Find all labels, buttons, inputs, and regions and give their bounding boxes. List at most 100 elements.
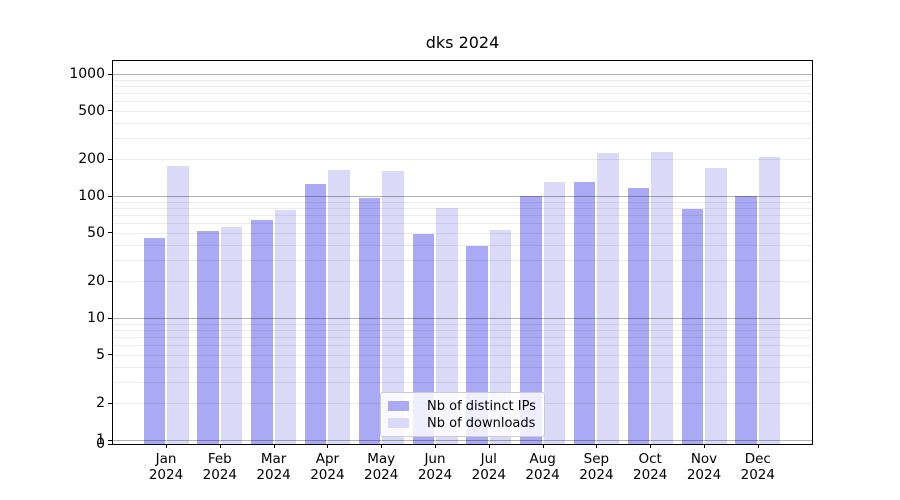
- legend-label-distinct-ips: Nb of distinct IPs: [427, 398, 536, 414]
- x-tick-label: Jun 2024: [417, 451, 453, 483]
- bar-downloads-jul: [489, 229, 512, 444]
- bar-ips-mar: [251, 219, 273, 444]
- gridline-major: [113, 196, 812, 197]
- x-tick-mark: [757, 444, 759, 448]
- gridline-minor: [113, 366, 812, 368]
- y-tick-mark: [108, 443, 112, 445]
- gridline-minor: [113, 79, 812, 81]
- x-tick-label: Oct 2024: [633, 451, 668, 483]
- x-tick-mark: [542, 444, 544, 448]
- bar-ips-aug: [520, 196, 542, 444]
- gridline-minor: [113, 122, 812, 124]
- gridline-minor: [113, 201, 812, 203]
- y-tick-mark: [108, 280, 112, 282]
- x-tick-label: Dec 2024: [740, 451, 775, 483]
- x-tick-label: Sep 2024: [579, 451, 614, 483]
- gridline-minor: [113, 137, 812, 139]
- y-tick-label: 20: [87, 273, 105, 290]
- x-tick-label: Aug 2024: [525, 451, 560, 483]
- bar-ips-may: [358, 198, 381, 444]
- x-tick-mark: [435, 444, 436, 448]
- gridline-minor: [113, 336, 812, 338]
- bar-downloads-dec: [758, 156, 781, 444]
- y-tick-mark: [108, 439, 112, 441]
- gridline-minor: [113, 92, 812, 94]
- bar-ips-oct: [627, 187, 650, 444]
- y-tick-mark: [108, 317, 112, 319]
- y-tick-label: 10: [87, 310, 105, 326]
- bar-downloads-jun: [436, 207, 458, 444]
- x-tick-label: Mar 2024: [256, 451, 291, 483]
- gridline-minor: [113, 214, 812, 216]
- x-tick-label: Jan 2024: [148, 451, 184, 483]
- bar-ips-feb: [197, 230, 219, 444]
- gridline-minor: [113, 381, 812, 383]
- bar-downloads-mar: [274, 209, 297, 444]
- gridline-major: [113, 440, 812, 441]
- x-tick-mark: [381, 444, 383, 448]
- bar-downloads-nov: [705, 167, 727, 444]
- bar-ips-nov: [681, 209, 703, 444]
- bar-downloads-feb: [220, 226, 243, 444]
- legend-label-downloads: Nb of downloads: [427, 415, 536, 431]
- y-tick-mark: [108, 110, 112, 112]
- gridline-minor: [113, 281, 812, 283]
- gridline-minor: [113, 329, 812, 331]
- legend-item-downloads: Nb of downloads: [388, 415, 544, 431]
- bar-downloads-apr: [328, 170, 350, 444]
- legend-swatch-distinct-ips-icon: [388, 401, 409, 411]
- y-tick-mark: [108, 158, 112, 160]
- grid-layer: [113, 61, 812, 444]
- gridline-minor: [113, 345, 812, 347]
- y-tick-mark: [108, 195, 112, 197]
- y-tick-label: 0: [96, 436, 105, 452]
- y-tick-mark: [108, 354, 112, 356]
- x-tick-mark: [219, 444, 221, 448]
- bar-ips-jun: [412, 233, 434, 444]
- gridline-minor: [113, 232, 812, 234]
- legend-item-distinct-ips: Nb of distinct IPs: [388, 398, 544, 414]
- bar-ips-jan: [143, 238, 165, 444]
- bar-ips-apr: [304, 183, 327, 444]
- bar-downloads-jan: [167, 166, 189, 444]
- x-tick-mark: [166, 444, 167, 448]
- y-tick-label: 200: [78, 151, 105, 168]
- x-tick-label: Feb 2024: [202, 451, 237, 483]
- plot-area: [112, 60, 813, 445]
- bar-ips-sep: [573, 181, 596, 444]
- legend-swatch-downloads-icon: [388, 418, 409, 428]
- gridline-minor: [113, 244, 812, 246]
- x-tick-label: Nov 2024: [686, 451, 722, 483]
- bar-downloads-aug: [543, 182, 566, 444]
- y-tick-label: 500: [78, 102, 105, 119]
- gridline-minor: [113, 101, 812, 103]
- gridline-minor: [113, 259, 812, 261]
- x-tick-mark: [488, 444, 490, 448]
- x-tick-label: Apr 2024: [310, 451, 345, 483]
- x-tick-mark: [650, 444, 652, 448]
- legend: Nb of distinct IPs Nb of downloads: [380, 392, 545, 437]
- chart-title: dks 2024: [425, 33, 500, 52]
- y-tick-label: 2: [96, 395, 105, 412]
- y-tick-mark: [108, 402, 112, 404]
- y-tick-label: 1000: [69, 66, 105, 82]
- y-tick-label: 50: [87, 224, 105, 241]
- bar-downloads-oct: [651, 151, 673, 444]
- bar-downloads-may: [382, 171, 404, 444]
- bar-ips-dec: [735, 196, 757, 444]
- gridline-minor: [113, 223, 812, 225]
- gridline-minor: [113, 323, 812, 325]
- y-tick-mark: [108, 232, 112, 234]
- gridline-major: [113, 318, 812, 319]
- bar-downloads-sep: [597, 152, 619, 444]
- y-tick-label: 1: [96, 432, 105, 448]
- y-tick-mark: [108, 73, 112, 75]
- x-tick-mark: [704, 444, 705, 448]
- x-tick-label: Jul 2024: [471, 451, 506, 483]
- gridline-minor: [113, 110, 812, 112]
- x-tick-mark: [273, 444, 275, 448]
- y-tick-label: 5: [96, 346, 105, 363]
- gridline-minor: [113, 354, 812, 356]
- gridline-major: [113, 74, 812, 75]
